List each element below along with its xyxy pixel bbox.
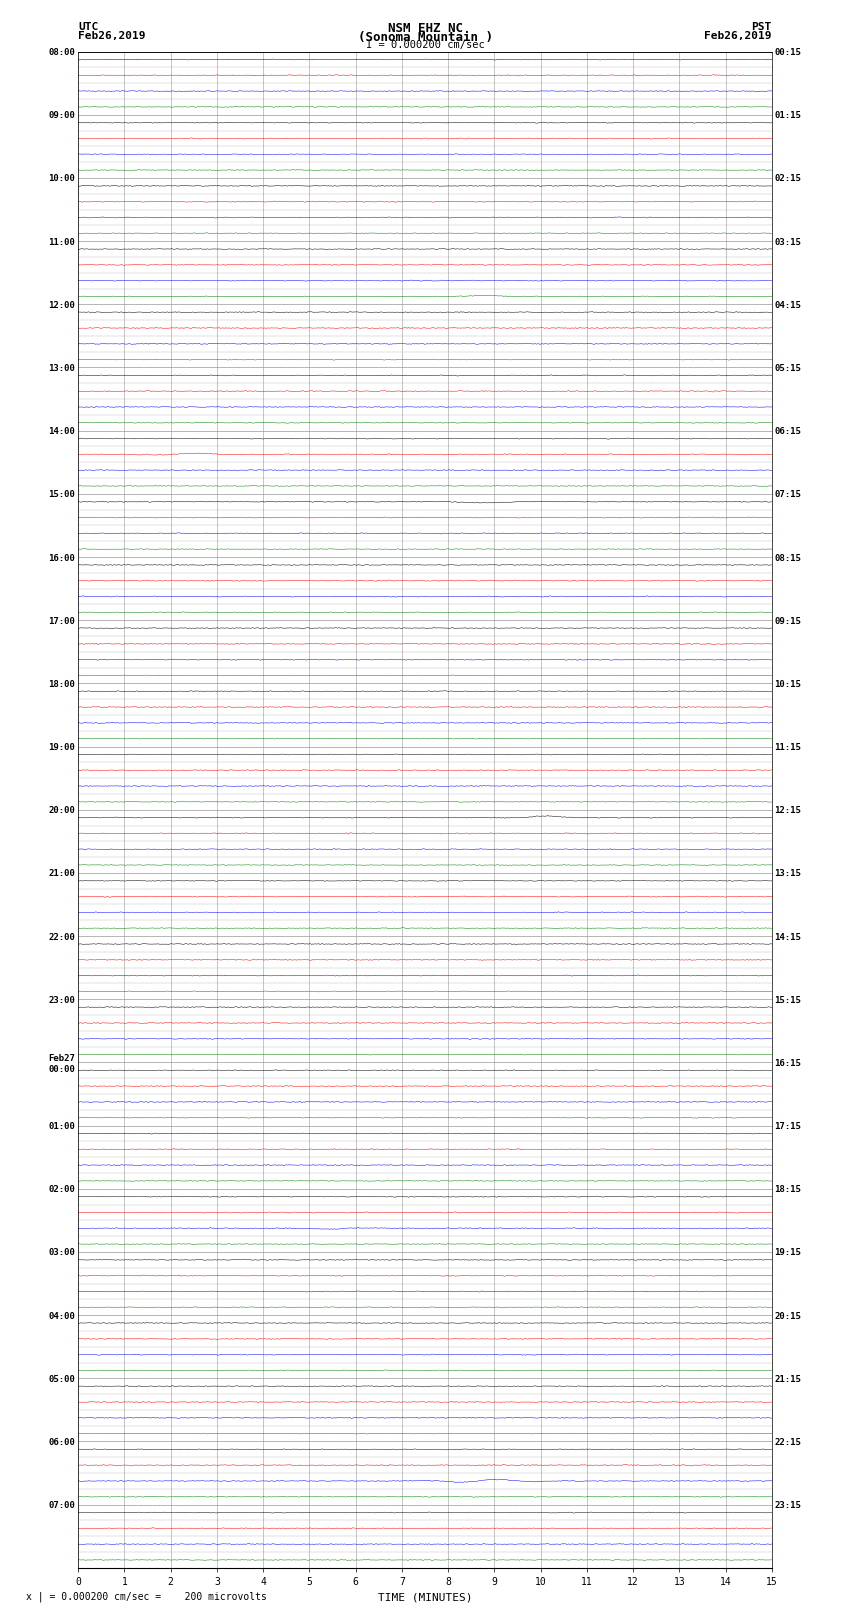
Text: PST: PST	[751, 23, 772, 32]
Text: x | = 0.000200 cm/sec =    200 microvolts: x | = 0.000200 cm/sec = 200 microvolts	[26, 1590, 266, 1602]
X-axis label: TIME (MINUTES): TIME (MINUTES)	[377, 1592, 473, 1602]
Text: Feb26,2019: Feb26,2019	[705, 31, 772, 40]
Text: (Sonoma Mountain ): (Sonoma Mountain )	[358, 31, 492, 44]
Text: I = 0.000200 cm/sec: I = 0.000200 cm/sec	[366, 40, 484, 50]
Text: NSM EHZ NC: NSM EHZ NC	[388, 23, 462, 35]
Text: Feb26,2019: Feb26,2019	[78, 31, 145, 40]
Text: UTC: UTC	[78, 23, 99, 32]
